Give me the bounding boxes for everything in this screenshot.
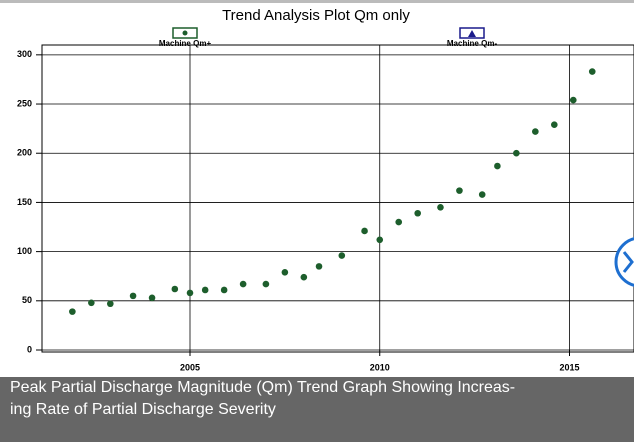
y-tick-label: 300 [17, 49, 32, 59]
data-point [201, 286, 209, 294]
data-point [69, 308, 76, 315]
data-point [129, 292, 137, 300]
y-tick-label: 200 [17, 148, 32, 158]
data-point [588, 68, 596, 75]
x-tick-label: 2005 [180, 362, 200, 372]
data-point [414, 209, 421, 217]
caption: Peak Partial Discharge Magnitude (Qm) Tr… [0, 377, 634, 442]
caption-line: Peak Partial Discharge Magnitude (Qm) Tr… [10, 379, 516, 396]
x-tick-label: 2010 [370, 362, 390, 372]
data-point [494, 162, 501, 170]
y-tick-label: 250 [17, 98, 32, 108]
legend-label: Machine Qm- [447, 39, 498, 48]
data-point [338, 252, 346, 259]
y-tick-label: 150 [17, 197, 32, 207]
legend-label: Machine Qm+ [159, 39, 212, 48]
data-point [532, 128, 539, 135]
y-tick-label: 50 [22, 295, 32, 305]
data-point [186, 289, 194, 297]
data-point [107, 300, 114, 308]
data-point [569, 96, 577, 104]
data-point [551, 121, 558, 128]
data-point [262, 280, 270, 288]
next-button [614, 237, 634, 287]
data-point [239, 280, 247, 288]
legend-marker [182, 30, 188, 36]
data-point [300, 273, 308, 281]
next-chevron [622, 251, 634, 273]
top-strip [0, 0, 634, 3]
data-point [88, 299, 95, 307]
data-point [171, 285, 179, 293]
data-point [456, 187, 463, 194]
data-point [478, 191, 486, 198]
caption-line: ing Rate of Partial Discharge Severity [10, 401, 276, 418]
data-point [148, 294, 156, 302]
data-point [281, 268, 289, 276]
data-point [361, 227, 368, 235]
data-point [220, 286, 228, 294]
legend-marker [468, 30, 476, 37]
x-tick-label: 2015 [559, 362, 579, 372]
y-tick-label: 0 [27, 344, 32, 354]
data-point [395, 218, 403, 226]
data-point [437, 204, 444, 211]
plot-frame [41, 44, 634, 353]
data-point [513, 149, 520, 157]
chart-title: Trend Analysis Plot Qm only [222, 7, 410, 24]
data-point [315, 263, 323, 270]
y-tick-label: 100 [17, 246, 32, 256]
data-point [376, 236, 384, 244]
